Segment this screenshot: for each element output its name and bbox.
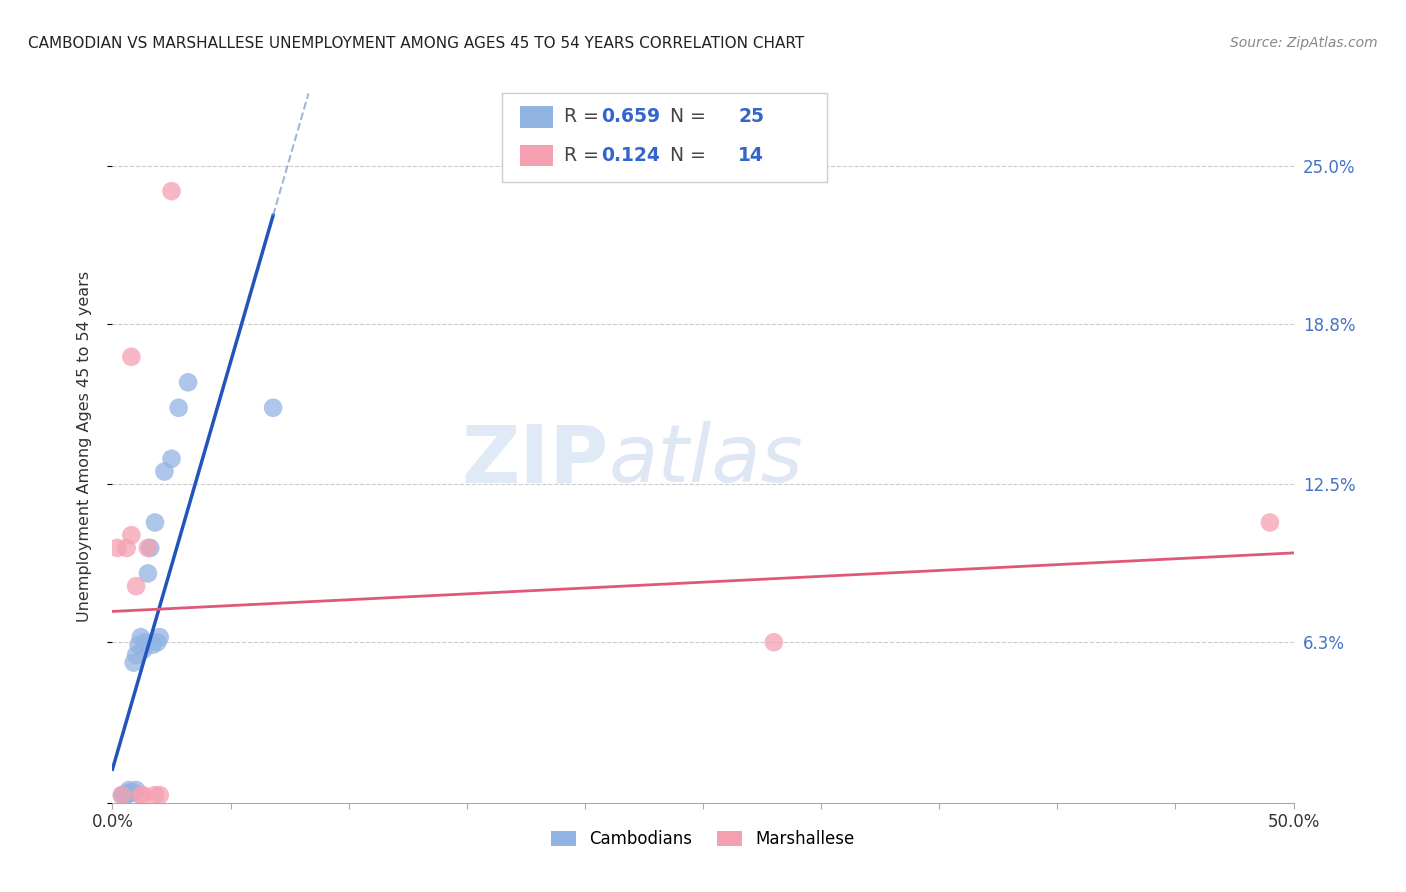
Point [167, 401, 190, 415]
Text: ZIP: ZIP [461, 421, 609, 500]
Point [160, 451, 183, 466]
Point [125, 783, 148, 797]
Point [143, 788, 166, 802]
Point [1258, 516, 1281, 530]
Point [762, 635, 785, 649]
Point [115, 541, 138, 555]
Text: 25: 25 [738, 107, 765, 127]
Point [115, 788, 138, 802]
Point [132, 643, 155, 657]
Point [262, 401, 284, 415]
Point [120, 786, 142, 800]
Point [111, 788, 134, 802]
Point [120, 528, 142, 542]
Text: Source: ZipAtlas.com: Source: ZipAtlas.com [1230, 36, 1378, 50]
FancyBboxPatch shape [502, 93, 827, 182]
Text: 14: 14 [738, 146, 765, 165]
Point [142, 638, 165, 652]
FancyBboxPatch shape [520, 106, 553, 128]
Point [105, 541, 128, 555]
Point [129, 630, 152, 644]
Point [122, 786, 145, 800]
Point [122, 656, 145, 670]
Point [136, 541, 159, 555]
FancyBboxPatch shape [520, 145, 553, 166]
Point [149, 788, 172, 802]
Legend: Cambodians, Marshallese: Cambodians, Marshallese [544, 824, 862, 855]
Point [146, 635, 169, 649]
Text: R =: R = [564, 146, 605, 165]
Text: CAMBODIAN VS MARSHALLESE UNEMPLOYMENT AMONG AGES 45 TO 54 YEARS CORRELATION CHAR: CAMBODIAN VS MARSHALLESE UNEMPLOYMENT AM… [28, 36, 804, 51]
Point [143, 516, 166, 530]
Point [111, 788, 134, 802]
Point [135, 635, 157, 649]
Y-axis label: Unemployment Among Ages 45 to 54 years: Unemployment Among Ages 45 to 54 years [77, 270, 91, 622]
Point [129, 788, 152, 802]
Text: N =: N = [658, 107, 711, 127]
Point [112, 788, 135, 802]
Text: atlas: atlas [609, 421, 803, 500]
Point [139, 541, 162, 555]
Point [160, 184, 183, 198]
Point [118, 783, 141, 797]
Point [153, 465, 176, 479]
Point [120, 350, 142, 364]
Text: R =: R = [564, 107, 605, 127]
Point [127, 638, 149, 652]
Point [125, 648, 148, 662]
Point [136, 566, 159, 581]
Point [149, 630, 172, 644]
Point [177, 376, 200, 390]
Text: 0.659: 0.659 [602, 107, 661, 127]
Point [132, 788, 155, 802]
Text: 0.124: 0.124 [602, 146, 661, 165]
Text: N =: N = [658, 146, 711, 165]
Point [118, 786, 141, 800]
Point [125, 579, 148, 593]
